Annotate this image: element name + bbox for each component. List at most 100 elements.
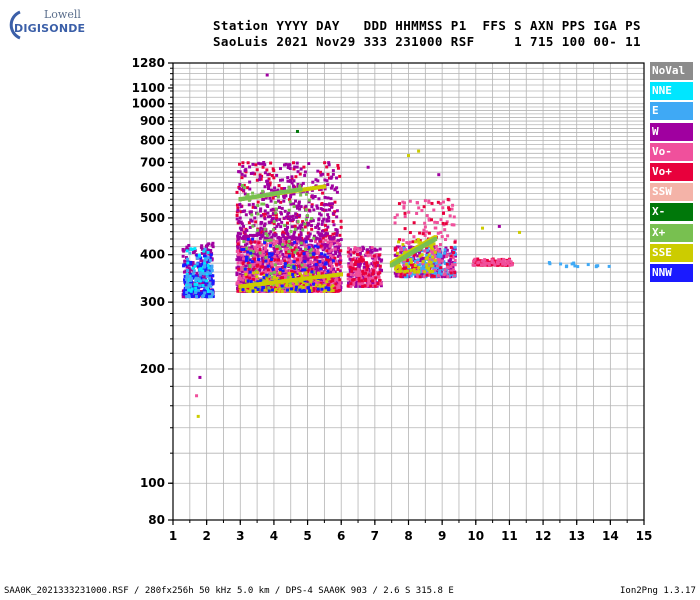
data-point-vo	[433, 255, 437, 259]
data-point-vo	[431, 257, 435, 261]
data-point-w	[240, 280, 244, 284]
data-point-vo	[312, 287, 316, 291]
data-point-w	[321, 243, 325, 247]
data-point-vo	[333, 232, 337, 236]
data-point-w	[282, 195, 286, 199]
data-point-vo	[397, 202, 401, 206]
data-point-w	[257, 161, 261, 165]
data-point-nnw	[319, 267, 323, 271]
data-point-vo	[439, 218, 443, 222]
data-point-e	[438, 264, 442, 268]
data-point-w	[347, 262, 351, 266]
data-point-vo	[285, 250, 289, 254]
data-point-vo	[489, 263, 493, 267]
data-point-vo	[436, 257, 440, 261]
data-point-w	[187, 243, 191, 247]
trace-point-sse	[268, 280, 273, 285]
data-point-w	[241, 164, 245, 168]
data-point-vo	[319, 281, 323, 285]
data-point-w	[278, 218, 282, 222]
data-point-w	[268, 196, 272, 200]
data-point-nnw	[250, 260, 254, 264]
data-point-nnw	[246, 250, 250, 254]
data-point-vo	[393, 248, 397, 252]
legend-item-vo-: Vo-	[650, 142, 693, 161]
data-point-vo	[257, 264, 261, 268]
data-point-vo	[412, 263, 416, 267]
data-point-nne	[193, 282, 197, 286]
data-point-sse	[403, 269, 407, 273]
data-point-e	[408, 268, 412, 272]
data-point-nnw	[257, 258, 261, 262]
data-point-vo	[264, 247, 268, 251]
data-point-vo	[259, 272, 263, 276]
data-point-vo	[303, 286, 307, 290]
data-point-nne	[205, 279, 209, 283]
data-point-w	[237, 258, 241, 262]
data-point-w	[291, 242, 295, 246]
data-point-w	[284, 244, 288, 248]
data-point-vo	[423, 221, 427, 225]
data-point-w	[328, 235, 332, 239]
data-point-w	[306, 256, 310, 260]
data-point-w	[393, 253, 397, 257]
data-point-x	[267, 239, 271, 243]
data-point-nnw	[256, 280, 260, 284]
data-point-w	[322, 203, 326, 207]
data-point-e	[202, 264, 206, 268]
data-point-nnw	[310, 270, 314, 274]
data-point-w	[290, 225, 294, 229]
data-point-vo	[273, 286, 277, 290]
data-point-sse	[293, 289, 297, 293]
data-point-vo	[334, 278, 338, 282]
legend-item-nne: NNE	[650, 82, 693, 101]
data-point-w	[296, 246, 300, 250]
data-point-vo	[412, 235, 416, 239]
data-point-sse	[314, 283, 318, 287]
data-point-w	[310, 188, 314, 192]
data-point-x	[288, 200, 292, 204]
data-point-vo	[339, 265, 343, 269]
data-point-vo	[326, 172, 330, 176]
data-point-vo	[368, 253, 372, 257]
data-point-e	[185, 286, 189, 290]
data-point-vo	[476, 261, 480, 265]
data-point-w	[375, 248, 379, 252]
data-point-w	[305, 237, 309, 241]
legend-item-nnw: NNW	[650, 263, 693, 282]
data-point-e	[441, 268, 445, 272]
data-point-vo	[314, 280, 318, 284]
data-point-w	[409, 245, 413, 249]
data-point-x	[269, 272, 273, 276]
data-point-vo	[416, 275, 420, 279]
data-point-nnw	[303, 268, 307, 272]
data-point-w	[312, 234, 316, 238]
data-point-w	[397, 245, 401, 249]
data-point-nnw	[307, 245, 311, 249]
data-point-sse	[255, 275, 259, 279]
data-point-w	[311, 219, 315, 223]
data-point-vo	[502, 257, 506, 261]
trace-point-sse	[331, 273, 336, 278]
trace-point-sse	[263, 281, 268, 286]
data-point-w	[279, 225, 283, 229]
data-point-w	[297, 237, 301, 241]
trace-point-sse	[316, 185, 320, 190]
data-point-nnw	[184, 263, 188, 267]
trace-point-sse	[258, 281, 263, 286]
data-point-sse	[409, 260, 413, 264]
data-point-w	[370, 262, 374, 266]
data-point-sse	[288, 284, 292, 288]
data-point-vo	[290, 270, 294, 274]
trace-point-sse	[311, 275, 316, 280]
data-point-sse	[294, 282, 298, 286]
data-point-vo	[287, 258, 291, 262]
data-point-e	[203, 272, 207, 276]
data-point-vo	[248, 276, 252, 280]
x-tick-label: 15	[636, 529, 653, 543]
y-tick-label: 600	[140, 181, 165, 195]
data-point-w	[348, 257, 352, 261]
data-point-vo	[366, 254, 370, 258]
data-point-w	[376, 264, 380, 268]
data-point-w	[326, 225, 330, 229]
